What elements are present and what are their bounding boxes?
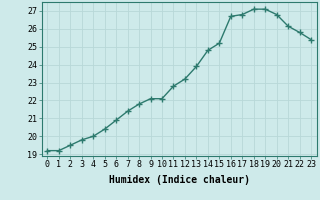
X-axis label: Humidex (Indice chaleur): Humidex (Indice chaleur)	[109, 175, 250, 185]
